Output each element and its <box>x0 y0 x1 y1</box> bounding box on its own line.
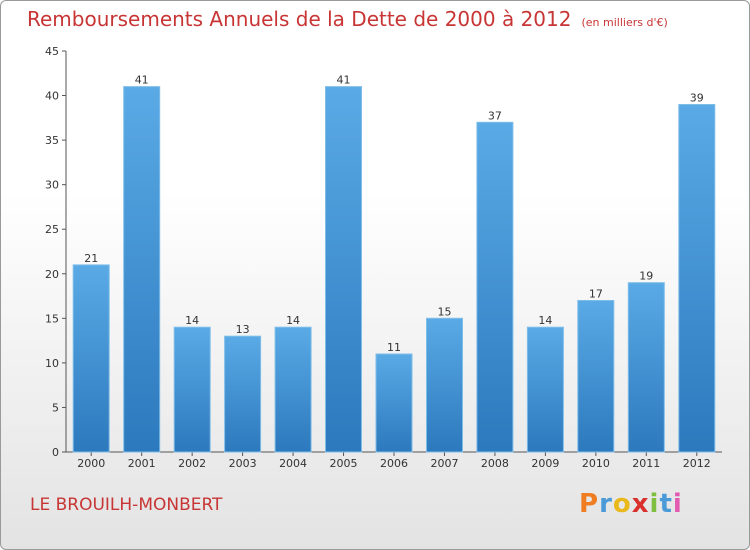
y-tick-label: 5 <box>52 401 59 414</box>
value-label-2005: 41 <box>337 74 351 87</box>
x-tick-label-2012: 2012 <box>683 457 711 470</box>
x-tick-label-2007: 2007 <box>430 457 458 470</box>
value-label-2006: 11 <box>387 341 401 354</box>
x-tick-label-2004: 2004 <box>279 457 307 470</box>
bar-2002 <box>173 326 211 453</box>
x-tick-label-2009: 2009 <box>531 457 559 470</box>
bar-2006 <box>375 353 413 453</box>
y-tick-label: 45 <box>45 45 59 58</box>
value-label-2003: 13 <box>236 323 250 336</box>
x-tick-label-2005: 2005 <box>330 457 358 470</box>
y-tick-label: 40 <box>45 90 59 103</box>
value-label-2008: 37 <box>488 109 502 122</box>
bar-2012 <box>678 104 716 453</box>
bar-2010 <box>577 300 615 453</box>
logo-letter: P <box>579 489 600 519</box>
x-tick-label-2001: 2001 <box>128 457 156 470</box>
value-label-2000: 21 <box>84 252 98 265</box>
x-tick-label-2008: 2008 <box>481 457 509 470</box>
x-tick-label-2006: 2006 <box>380 457 408 470</box>
bar-2000 <box>72 264 110 453</box>
y-tick-label: 20 <box>45 268 59 281</box>
title-text: Remboursements Annuels de la Dette de 20… <box>27 7 572 31</box>
bar-2005 <box>325 86 362 453</box>
logo-letter: t <box>659 489 673 519</box>
y-tick-label: 10 <box>45 357 59 370</box>
y-tick-label: 15 <box>45 312 59 325</box>
x-tick-label-2002: 2002 <box>178 457 206 470</box>
value-label-2004: 14 <box>286 314 300 327</box>
bar-2001 <box>123 86 161 453</box>
place-name: LE BROUILH-MONBERT <box>30 495 223 515</box>
bars <box>72 86 716 453</box>
logo-letter: x <box>631 489 650 519</box>
value-label-2011: 19 <box>639 270 653 283</box>
value-label-2002: 14 <box>185 314 199 327</box>
logo-letter: i <box>672 489 683 519</box>
x-tick-label-2010: 2010 <box>582 457 610 470</box>
y-tick-label: 30 <box>45 179 59 192</box>
bar-2008 <box>476 121 514 453</box>
x-tick-label-2000: 2000 <box>77 457 105 470</box>
bar-2004 <box>274 326 312 453</box>
axes: 0 5 10 15 20 25 30 35 40 45 2000 2001 2002 2003 2004 20… <box>45 45 722 470</box>
bar-2009 <box>526 326 564 453</box>
value-label-2007: 15 <box>437 305 451 318</box>
value-label-2001: 41 <box>135 74 149 87</box>
y-tick-label: 25 <box>45 223 59 236</box>
x-tick-label-2011: 2011 <box>632 457 660 470</box>
bar-2011 <box>627 282 665 453</box>
proxiti-logo: Proxiti <box>579 489 683 519</box>
logo-letter: r <box>599 489 613 519</box>
value-labels: 21 41 14 13 14 41 11 15 37 14 17 19 39 <box>84 74 704 354</box>
title-unit: (en milliers d'€) <box>581 16 668 29</box>
chart-title: Remboursements Annuels de la Dette de 20… <box>27 7 668 31</box>
y-tick-label: 35 <box>45 134 59 147</box>
logo-letter: o <box>612 489 632 519</box>
value-label-2012: 39 <box>690 91 704 104</box>
bar-2003 <box>224 335 262 453</box>
value-label-2010: 17 <box>589 288 603 301</box>
x-tick-label-2003: 2003 <box>229 457 257 470</box>
value-label-2009: 14 <box>538 314 552 327</box>
y-tick-label: 0 <box>52 446 59 459</box>
logo-letter: i <box>649 489 660 519</box>
bar-2007 <box>426 317 463 453</box>
